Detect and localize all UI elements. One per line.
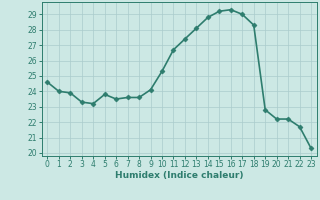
X-axis label: Humidex (Indice chaleur): Humidex (Indice chaleur) bbox=[115, 171, 244, 180]
